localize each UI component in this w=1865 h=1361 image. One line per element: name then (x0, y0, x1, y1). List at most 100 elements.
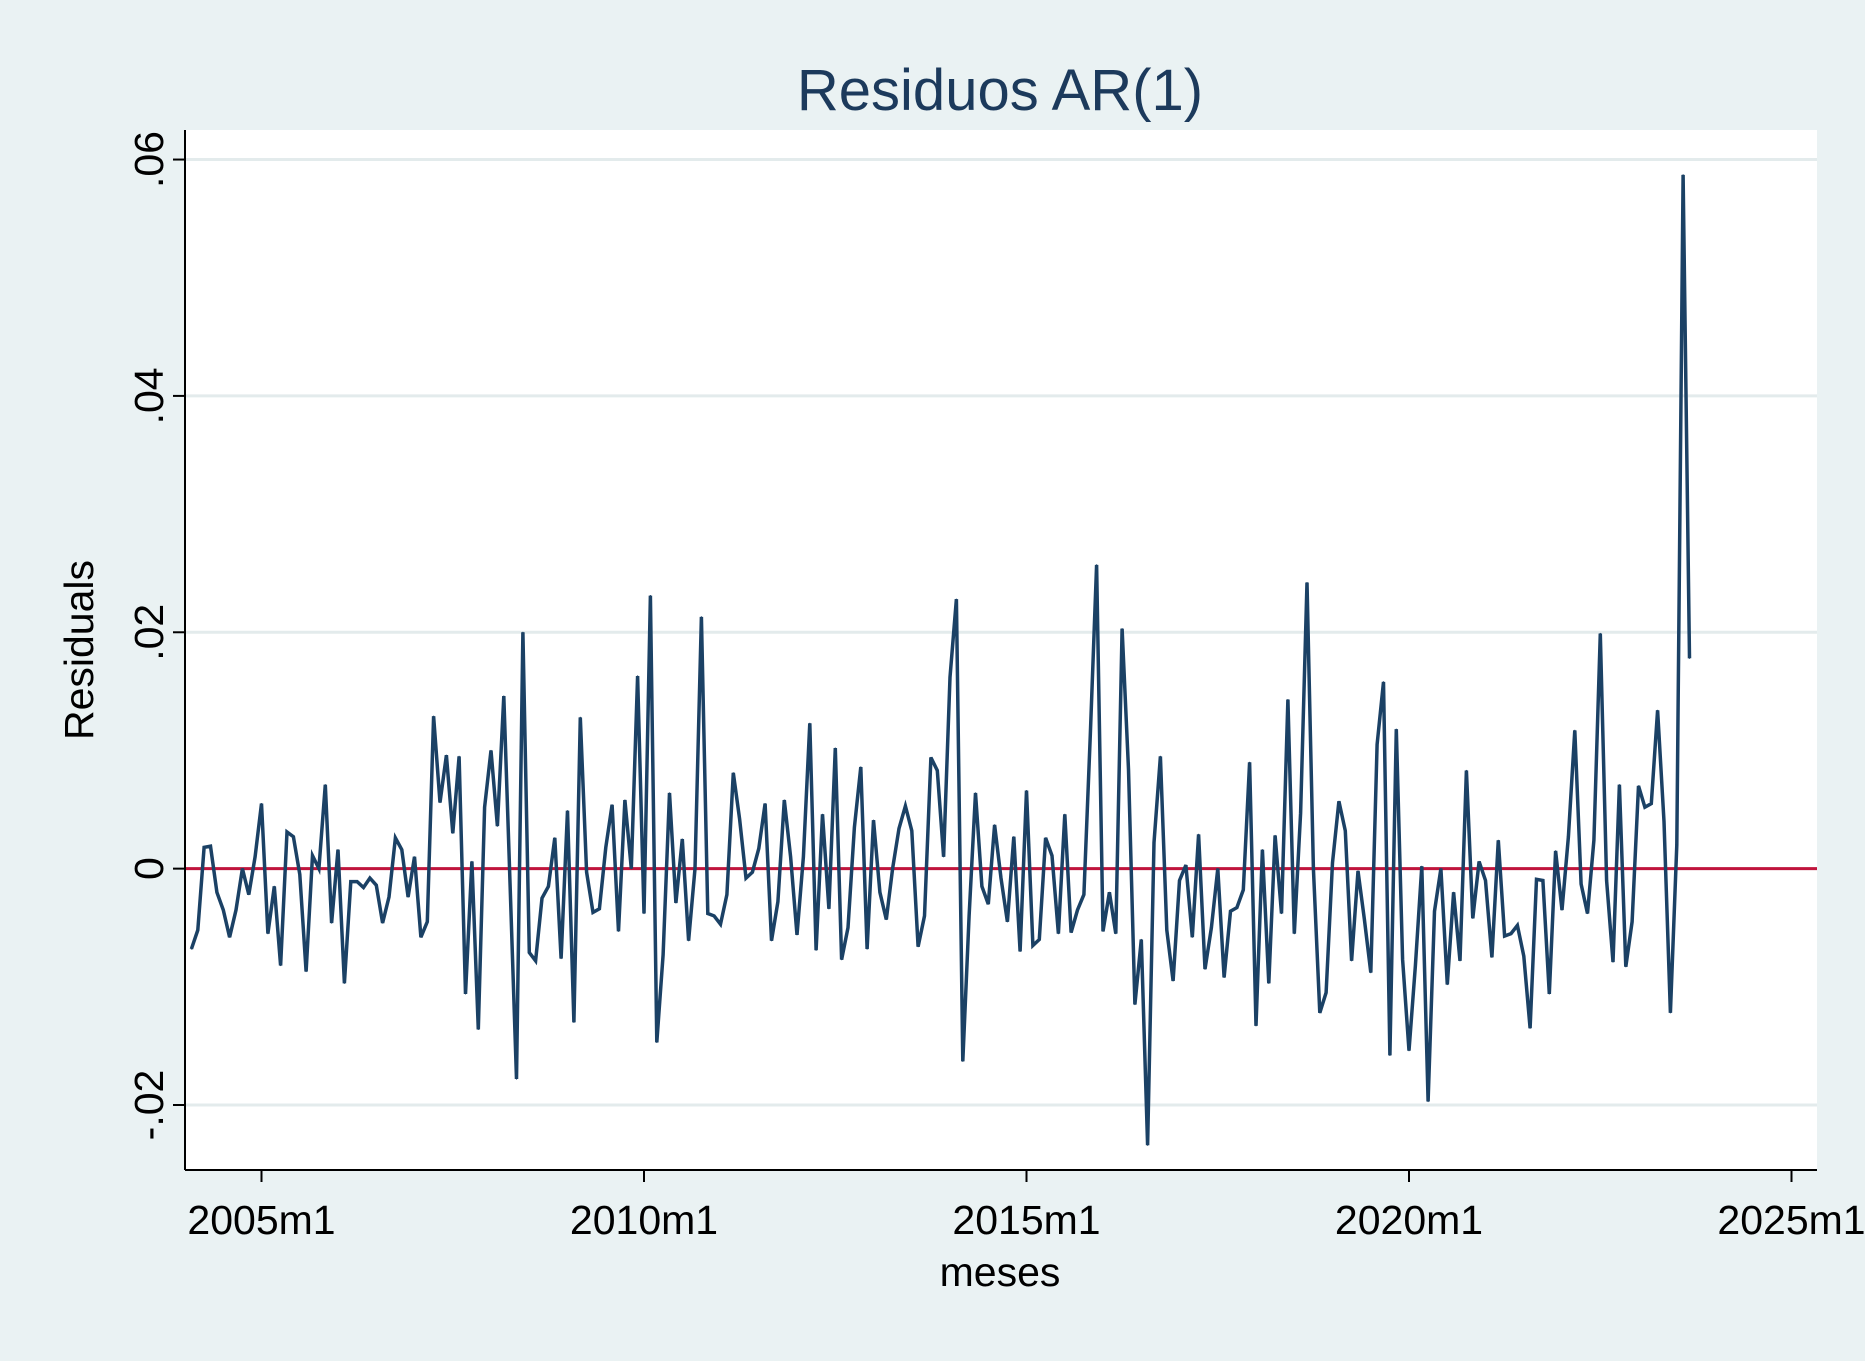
data-point (407, 896, 409, 898)
data-point (675, 902, 677, 904)
data-point (1236, 907, 1238, 909)
data-point (1357, 870, 1359, 872)
data-point (579, 716, 581, 719)
data-point (617, 930, 620, 932)
data-point (1625, 966, 1627, 968)
data-point (847, 927, 849, 929)
data-point (624, 799, 626, 801)
data-point (1389, 1054, 1391, 1056)
data-point (1261, 849, 1263, 851)
data-point (1453, 891, 1455, 893)
data-point (318, 868, 320, 870)
data-point (1032, 944, 1034, 947)
data-point (286, 831, 288, 833)
data-point (1102, 930, 1104, 932)
data-point (1210, 927, 1212, 929)
data-point (509, 884, 511, 886)
data-point (898, 827, 900, 830)
data-point (1574, 729, 1576, 732)
data-point (1472, 917, 1474, 919)
data-point (1038, 938, 1040, 941)
y-tick-label: .06 (126, 131, 172, 188)
data-point (1586, 912, 1589, 915)
data-point (528, 951, 530, 954)
data-point (1108, 891, 1110, 893)
data-point (758, 847, 760, 850)
data-point (1459, 960, 1461, 962)
data-point (1446, 983, 1448, 986)
data-point (605, 846, 607, 849)
data-point (484, 806, 486, 808)
data-point (362, 886, 365, 889)
data-point (1325, 992, 1327, 994)
data-point (1064, 813, 1066, 815)
data-point (630, 868, 632, 870)
data-point (1070, 931, 1072, 934)
data-point (923, 915, 926, 917)
series-line-residuals (189, 174, 1692, 1146)
data-point (1331, 862, 1334, 864)
data-point (936, 769, 938, 772)
data-point (586, 871, 588, 873)
data-point (350, 881, 352, 883)
data-point (707, 912, 709, 915)
data-point (1159, 755, 1161, 758)
data-point (1166, 929, 1168, 931)
data-point (981, 885, 983, 888)
data-point (535, 960, 537, 962)
data-point (241, 868, 243, 870)
data-point (592, 911, 594, 914)
data-point (713, 915, 715, 917)
data-point (1344, 830, 1346, 832)
data-point (1599, 632, 1601, 635)
data-point (598, 908, 601, 910)
data-point (1644, 806, 1646, 808)
data-point (1319, 1012, 1321, 1014)
x-tick-label: 2025m1 (1717, 1197, 1865, 1243)
data-point (892, 868, 894, 870)
data-point (700, 616, 703, 618)
data-point (1440, 868, 1442, 870)
data-point (656, 1041, 658, 1043)
data-point (420, 936, 422, 938)
data-point (394, 837, 396, 839)
data-point (1561, 909, 1563, 911)
data-point (732, 772, 734, 774)
data-point (1650, 803, 1652, 805)
data-point (1504, 935, 1506, 937)
data-point (815, 949, 817, 951)
x-tick-label: 2005m1 (187, 1197, 335, 1243)
data-point (1140, 938, 1142, 941)
data-point (248, 894, 250, 896)
data-point (1057, 933, 1059, 935)
data-point (1421, 865, 1423, 867)
data-point (974, 792, 977, 794)
data-point (433, 715, 435, 717)
data-point (662, 954, 664, 956)
data-point (719, 923, 722, 925)
data-point (566, 810, 569, 812)
data-point (541, 897, 543, 899)
data-point (1676, 844, 1678, 846)
data-point (1268, 982, 1270, 984)
data-point (1580, 883, 1582, 885)
data-point (1382, 681, 1385, 683)
data-point (611, 804, 613, 806)
data-point (490, 749, 492, 752)
data-point (1223, 976, 1225, 979)
data-point (751, 871, 754, 873)
data-point (668, 792, 671, 794)
data-point (745, 877, 747, 879)
data-point (860, 766, 862, 768)
data-point (1351, 960, 1353, 962)
data-point (1414, 964, 1416, 967)
data-point (1663, 820, 1665, 823)
data-point (1376, 743, 1378, 746)
data-point (369, 877, 371, 879)
data-point (1115, 933, 1117, 935)
data-point (1000, 877, 1002, 879)
data-point (503, 695, 505, 697)
data-point (547, 885, 550, 888)
